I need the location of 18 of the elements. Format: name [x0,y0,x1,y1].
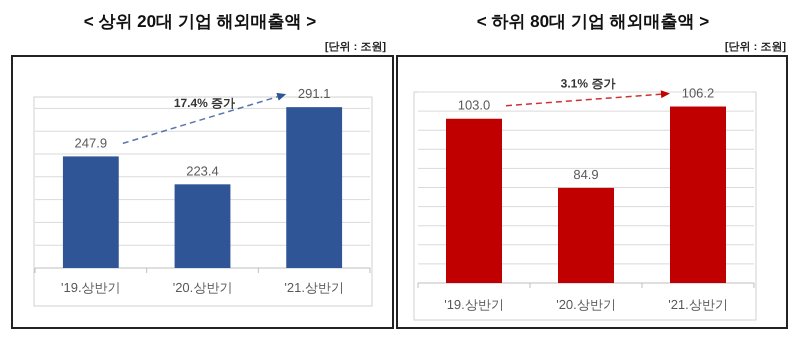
x-tick-label: '20.상반기 [556,297,616,312]
x-tick-label: '21.상반기 [668,297,728,312]
text: 3.1% 증가 [560,76,616,91]
x-tick-label: '20.상반기 [172,280,232,295]
x-tick-label: '19.상반기 [61,280,121,295]
data-label: 103.0 [458,98,490,113]
annotation: 17.4% 증가 [174,96,236,110]
text: [단위 : 조원] [724,41,786,53]
x-tick-label: '21.상반기 [284,280,344,295]
data-label: 247.9 [74,135,108,150]
data-label: 106.2 [682,86,714,101]
data-label: 291.1 [298,86,330,102]
text: [단위 : 조원] [324,41,386,53]
data-label: 84.9 [573,166,599,182]
x-tick-label: '19.상반기 [444,297,504,312]
data-label: 223.4 [186,163,219,178]
chart-title: < 하위 80대 기업 해외매출액 > [476,12,710,31]
chart-title: < 상위 20대 기업 해외매출액 > [84,12,316,31]
